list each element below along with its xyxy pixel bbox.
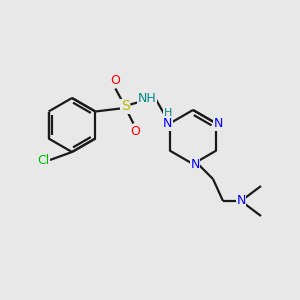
Text: NH: NH (138, 92, 157, 105)
Text: S: S (121, 100, 130, 113)
Text: O: O (110, 74, 120, 87)
Text: Cl: Cl (37, 154, 49, 166)
Text: O: O (130, 125, 140, 138)
Text: N: N (236, 194, 246, 208)
Text: N: N (214, 117, 223, 130)
Text: N: N (190, 158, 200, 170)
Text: H: H (164, 107, 172, 118)
Text: N: N (163, 117, 172, 130)
